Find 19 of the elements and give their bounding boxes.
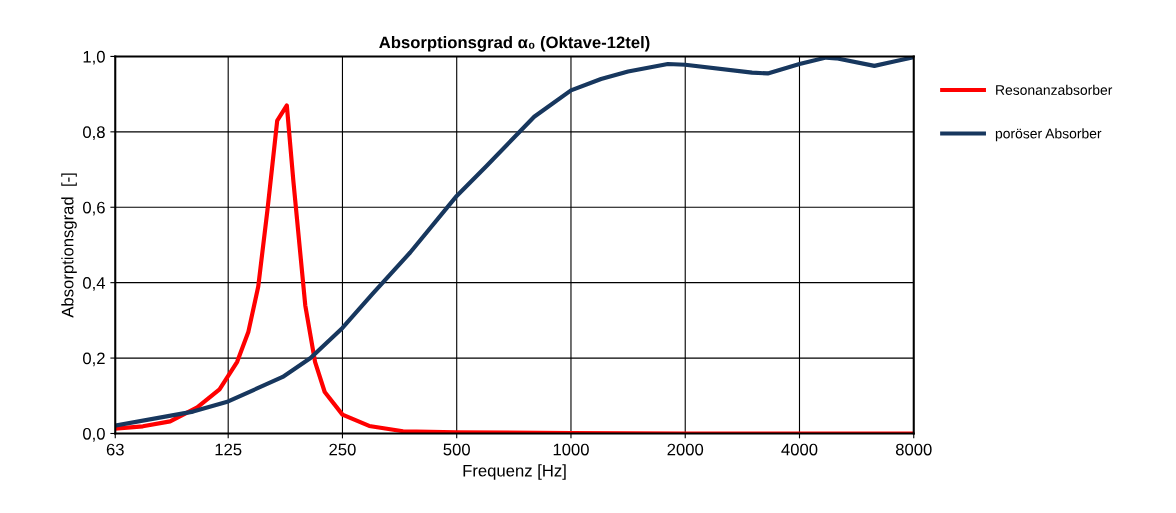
y-axis-title: Absorptionsgrad [-] — [61, 173, 77, 318]
x-tick-label: 63 — [106, 443, 124, 456]
chart-title: Absorptionsgrad α₀ (Oktave-12tel) — [379, 36, 650, 52]
x-tick-label: 250 — [329, 443, 356, 456]
y-tick-label: 0,0 — [83, 427, 105, 442]
legend-label: Resonanzabsorber — [996, 84, 1113, 95]
x-tick-label: 8000 — [895, 443, 932, 456]
x-axis-title: Frequenz [Hz] — [463, 464, 566, 480]
x-tick-label: 500 — [443, 443, 470, 456]
y-tick-label: 0,4 — [83, 277, 106, 291]
x-tick-label: 1000 — [553, 443, 589, 456]
y-tick-label: 0,2 — [83, 352, 105, 367]
y-tick-label: 0,8 — [83, 126, 105, 141]
x-tick-label: 125 — [215, 443, 242, 456]
legend-label: poröser Absorber — [995, 128, 1102, 142]
x-tick-label: 2000 — [667, 443, 704, 456]
y-tick-label: 1,0 — [83, 50, 105, 65]
y-tick-label: 0,6 — [83, 201, 105, 216]
x-tick-label: 4000 — [781, 443, 818, 456]
